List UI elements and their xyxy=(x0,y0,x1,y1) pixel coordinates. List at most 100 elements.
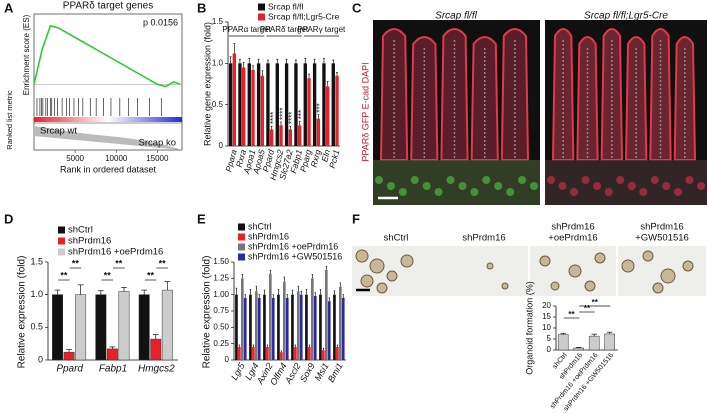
organoid xyxy=(660,268,676,284)
chart-title: PPARδ target genes xyxy=(63,1,153,12)
bar xyxy=(604,333,615,351)
x-tick-label: 10000 xyxy=(105,154,128,163)
bar xyxy=(138,294,150,361)
y-axis-label: Enrichment score (ES) xyxy=(22,14,31,95)
legend-swatch xyxy=(238,223,245,231)
bar xyxy=(305,294,308,360)
organoid xyxy=(376,282,388,294)
y-tick-label: 1.50 xyxy=(213,257,229,266)
bar xyxy=(235,294,238,360)
group-header: PPARγ target xyxy=(297,25,346,34)
bar xyxy=(557,334,569,351)
crypt xyxy=(518,176,527,184)
bar xyxy=(266,346,269,360)
y-axis-label: Ranked list metric xyxy=(5,90,14,150)
crypt xyxy=(673,188,682,196)
bar xyxy=(294,63,298,147)
villus xyxy=(673,36,697,161)
organoid xyxy=(652,282,664,294)
bar xyxy=(336,346,339,360)
legend-label: shPrdm16 xyxy=(68,236,111,247)
bar xyxy=(95,294,107,361)
significance: ** xyxy=(159,258,167,268)
bar xyxy=(294,346,297,360)
significance: *** xyxy=(297,110,306,119)
bar xyxy=(249,294,252,360)
y-axis-label: Relative expression (fold) xyxy=(17,256,28,369)
bar xyxy=(326,86,330,146)
group-label: Srcap wt xyxy=(40,126,77,137)
y-tick-label: 0.5 xyxy=(30,322,43,332)
crypt xyxy=(506,188,515,196)
x-tick-label: Pck1 xyxy=(327,148,342,169)
bar xyxy=(319,294,322,360)
crypt xyxy=(422,182,431,190)
bar xyxy=(271,297,275,360)
x-tick-label: Hmgcs2 xyxy=(138,364,175,375)
image-label: shPrdm16 xyxy=(640,222,683,233)
organoid xyxy=(550,281,560,291)
legend-label: Srcap fl/fl;Lgr5-Cre xyxy=(268,11,340,21)
image-label: Srcap fl/fl xyxy=(435,11,477,22)
group-header: PPARα target xyxy=(222,25,271,34)
legend-label: shPrdm16 +oePrdm16 xyxy=(248,241,338,251)
bar xyxy=(238,346,241,360)
bar xyxy=(243,297,247,360)
panel-letter: E xyxy=(197,211,206,226)
micrograph xyxy=(373,20,540,205)
bar xyxy=(241,278,244,360)
y-tick-label: 10 xyxy=(542,323,551,332)
crypt xyxy=(547,176,555,184)
significance: **** xyxy=(269,112,278,124)
crypt xyxy=(697,182,705,190)
bar xyxy=(327,301,331,360)
bar xyxy=(150,338,162,361)
culture-image xyxy=(440,246,528,296)
x-tick-label: 15000 xyxy=(146,154,169,163)
organoid xyxy=(501,282,509,290)
significance: ** xyxy=(592,298,599,307)
legend-swatch xyxy=(238,253,245,261)
bar xyxy=(228,63,233,147)
bar xyxy=(325,269,328,360)
x-tick-label: Eln xyxy=(319,148,332,163)
bar xyxy=(106,348,118,361)
y-tick-label: 1.5 xyxy=(212,17,224,26)
villus xyxy=(470,36,499,161)
legend-label: shCtrl xyxy=(68,225,93,236)
y-tick-label: 1.0 xyxy=(212,58,224,67)
bar xyxy=(269,273,272,360)
bar xyxy=(331,63,335,147)
crypt xyxy=(470,188,479,196)
villus xyxy=(649,28,672,161)
y-tick-label: 0 xyxy=(547,345,552,354)
significance: ** xyxy=(147,270,155,280)
image-label: +oePrdm16 xyxy=(548,233,597,244)
bar xyxy=(252,346,255,360)
bar xyxy=(588,335,600,351)
crypt xyxy=(662,182,671,190)
bar xyxy=(573,347,584,351)
bar xyxy=(333,294,336,360)
stain-label: PPARδ GFP E-cad DAPI xyxy=(360,62,370,161)
panel-letter: A xyxy=(4,0,14,15)
bar xyxy=(341,297,345,360)
organoid xyxy=(369,258,385,274)
bar xyxy=(339,286,342,360)
image-label: shPrdm16 xyxy=(462,233,505,244)
y-axis-label: Organoid formation (%) xyxy=(524,281,534,375)
bar xyxy=(312,63,317,147)
crypt xyxy=(593,182,602,190)
legend-label: shPrdm16 +GW501516 xyxy=(248,251,342,261)
legend-swatch xyxy=(238,243,245,251)
bar xyxy=(299,294,303,360)
group-header: PPARδ target xyxy=(260,25,309,34)
y-tick-label: 1.5 xyxy=(30,256,43,266)
x-tick-label: Ppard xyxy=(56,364,83,375)
bar xyxy=(255,291,258,360)
legend-label: shPrdm16 xyxy=(248,231,289,241)
bar xyxy=(307,78,311,146)
crypt xyxy=(530,182,538,190)
y-tick-label: 5 xyxy=(547,334,552,343)
bar xyxy=(288,129,293,146)
